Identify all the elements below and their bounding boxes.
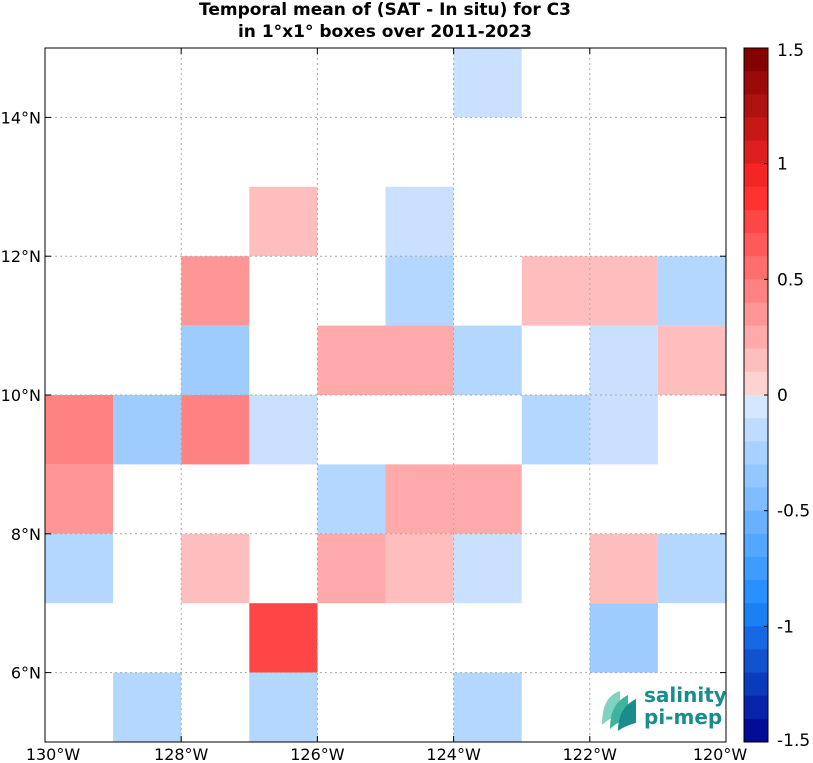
heatmap-cell: [181, 325, 250, 395]
colorbar-segment: [744, 626, 768, 650]
heatmap-cell: [113, 672, 182, 742]
salinity-pi-mep-logo: salinity pi-mep: [598, 683, 728, 733]
heatmap-cell: [589, 533, 658, 604]
heatmap-cell: [385, 256, 454, 326]
heatmap-cell: [385, 533, 454, 604]
heatmap-cell: [181, 256, 250, 326]
heatmap-cell: [521, 256, 590, 326]
x-axis: 130°W 128°W 126°W 124°W 122°W 120°W: [26, 48, 748, 763]
heatmap-cell: [589, 325, 658, 395]
heatmap-cell: [385, 464, 454, 534]
colorbar-tick-label: -1.5: [777, 731, 810, 751]
colorbar-segment: [744, 510, 768, 535]
heatmap-cell: [453, 533, 522, 604]
heatmap-cell: [249, 672, 318, 742]
heatmap-cell: [385, 325, 454, 395]
chart-title-line-2: in 1°x1° boxes over 2011-2023: [237, 22, 533, 42]
heatmap-cell: [589, 603, 658, 673]
colorbar-segment: [744, 371, 768, 396]
heatmap-cell: [453, 325, 522, 395]
heatmap-cell: [453, 672, 522, 742]
heatmap-cell: [113, 395, 182, 465]
heatmap-cell: [181, 395, 250, 465]
colorbar-tick-label: 0: [777, 386, 788, 406]
heatmap-cell: [453, 464, 522, 534]
colorbar-segment: [744, 556, 768, 581]
colorbar-segment: [744, 533, 768, 558]
x-tick-label: 128°W: [154, 745, 209, 763]
heatmap-cell: [453, 48, 522, 118]
colorbar-segment: [744, 348, 768, 373]
colorbar-segment: [744, 441, 768, 465]
colorbar-segment: [744, 418, 768, 442]
heatmap-cell: [45, 533, 114, 604]
heatmap-cell: [249, 603, 318, 673]
x-tick-label: 130°W: [26, 745, 81, 763]
colorbar-segment: [744, 233, 768, 257]
colorbar-segment: [744, 395, 768, 419]
colorbar-segment: [744, 279, 768, 303]
heatmap-cell: [657, 256, 726, 326]
x-tick-label: 126°W: [290, 745, 345, 763]
logo-text-salinity: salinity: [644, 683, 727, 707]
colorbar-tick-label: -0.5: [777, 502, 810, 522]
colorbar-tick-label: 1: [777, 155, 788, 175]
heatmap-cell: [657, 533, 726, 604]
chart-title-line-1: Temporal mean of (SAT - In situ) for C3: [199, 0, 571, 20]
heatmap-cell: [657, 325, 726, 395]
colorbar-segment: [744, 71, 768, 95]
heatmap-cells: [45, 48, 726, 742]
heatmap-cell: [589, 256, 658, 326]
x-tick-label: 124°W: [426, 745, 481, 763]
y-tick-label: 10°N: [1, 386, 41, 405]
colorbar-tick-label: 1.5: [777, 41, 804, 61]
heatmap-cell: [317, 464, 386, 534]
x-tick-label: 120°W: [693, 745, 748, 763]
heatmap-cell: [385, 186, 454, 257]
colorbar-segment: [744, 209, 768, 234]
heatmap-cell: [317, 533, 386, 604]
colorbar-tick-label: -1: [777, 617, 794, 637]
colorbar-segment: [744, 302, 768, 327]
colorbar-segment: [744, 695, 768, 720]
heatmap-cell: [589, 395, 658, 465]
heatmap-cell: [249, 395, 318, 465]
y-axis: 6°N 8°N 10°N 12°N 14°N: [1, 108, 726, 683]
colorbar-segment: [744, 48, 768, 72]
colorbar-segment: [744, 140, 768, 165]
colorbar-segment: [744, 256, 768, 280]
heatmap-cell: [45, 395, 114, 465]
x-tick-label: 122°W: [563, 745, 618, 763]
colorbar-segment: [744, 580, 768, 604]
wave-logo-icon: [602, 691, 636, 731]
colorbar-segment: [744, 186, 768, 211]
logo-text-pi-mep: pi-mep: [644, 705, 723, 729]
heatmap-cell: [181, 533, 250, 604]
colorbar-segment: [744, 325, 768, 350]
heatmap-cell: [45, 464, 114, 534]
colorbar-segment: [744, 649, 768, 674]
colorbar-segment: [744, 672, 768, 697]
y-tick-label: 6°N: [11, 664, 41, 683]
y-tick-label: 8°N: [11, 525, 41, 544]
colorbar-tick-label: 0.5: [777, 270, 804, 290]
colorbar: 1.5 1 0.5 0 -0.5 -1 -1.5: [743, 41, 810, 751]
y-tick-label: 12°N: [1, 247, 41, 266]
heatmap-cell: [317, 325, 386, 395]
colorbar-segment: [744, 464, 768, 489]
heatmap-cell: [521, 395, 590, 465]
heatmap-cell: [249, 186, 318, 257]
colorbar-segment: [744, 718, 768, 743]
colorbar-segment: [744, 94, 768, 118]
colorbar-segment: [744, 117, 768, 142]
colorbar-segment: [744, 487, 768, 512]
colorbar-segment: [744, 603, 768, 627]
y-tick-label: 14°N: [1, 108, 41, 127]
colorbar-segment: [744, 163, 768, 188]
